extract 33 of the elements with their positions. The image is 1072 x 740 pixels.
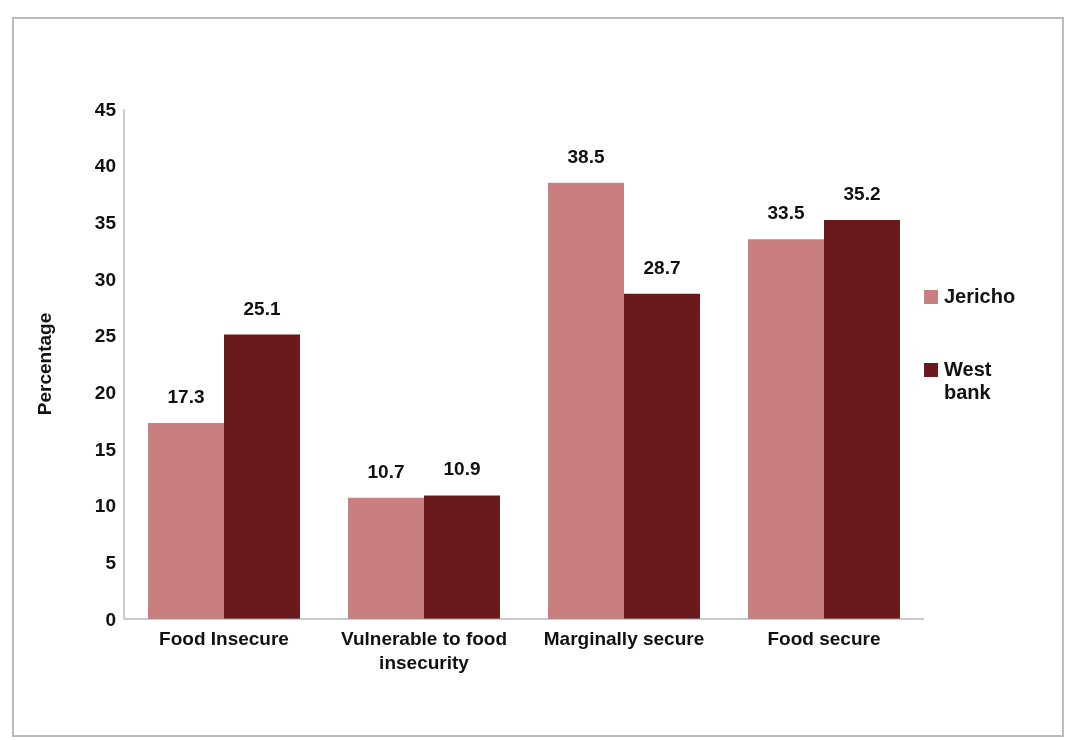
legend-label: West bank <box>944 357 993 404</box>
y-tick-label: 35 <box>94 212 117 234</box>
data-label: 33.5 <box>767 202 805 224</box>
data-label: 10.9 <box>443 458 481 480</box>
legend-label: Jericho <box>944 284 1016 308</box>
data-label: 28.7 <box>643 256 681 278</box>
y-tick-label: 20 <box>94 382 116 404</box>
bar <box>548 182 624 619</box>
bar <box>748 239 824 619</box>
data-label: 35.2 <box>843 183 881 205</box>
x-tick-label: Food secure <box>767 628 881 649</box>
data-label: 10.7 <box>367 460 405 482</box>
x-tick-label: Vulnerable to food insecurity <box>340 628 508 673</box>
y-tick-label: 15 <box>94 438 117 460</box>
data-label: 17.3 <box>167 385 205 407</box>
y-tick-label: 5 <box>105 552 117 574</box>
y-axis-title: Percentage <box>33 312 55 416</box>
bar <box>424 495 500 619</box>
x-tick-label: Marginally secure <box>543 628 705 649</box>
data-label: 38.5 <box>567 145 605 167</box>
x-tick-label: Food Insecure <box>159 628 289 649</box>
y-tick-label: 0 <box>105 608 116 630</box>
y-tick-label: 30 <box>94 268 116 290</box>
y-tick-label: 40 <box>94 155 116 177</box>
bar <box>824 220 900 619</box>
bar <box>148 422 224 619</box>
bar <box>348 497 424 619</box>
y-tick-label: 10 <box>94 495 116 517</box>
data-label: 25.1 <box>243 297 281 319</box>
bar <box>224 334 300 619</box>
y-tick-label: 45 <box>94 98 117 120</box>
y-tick-label: 25 <box>94 325 117 347</box>
bar <box>624 293 700 619</box>
